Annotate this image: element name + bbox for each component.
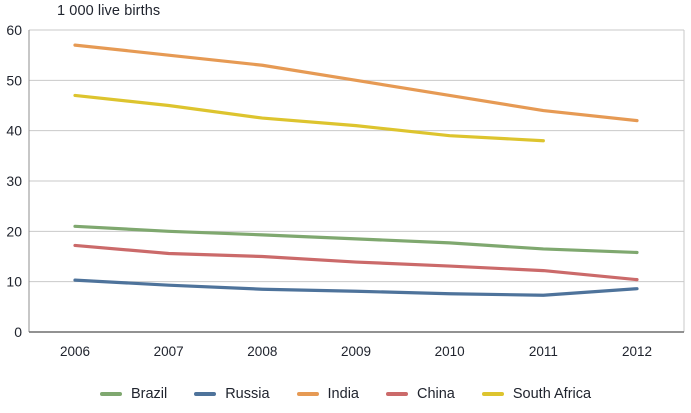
y-axis-label-50: 50 <box>6 72 22 88</box>
legend-label-south-africa: South Africa <box>512 386 592 402</box>
legend-label-brazil: Brazil <box>130 386 168 402</box>
legend-swatch-brazil <box>99 391 122 397</box>
y-axis-label-0: 0 <box>14 324 22 340</box>
series-line-india <box>73 43 639 123</box>
x-axis-label-2006: 2006 <box>60 344 90 359</box>
y-axis-label-40: 40 <box>6 123 22 139</box>
legend-label-china: China <box>416 386 455 402</box>
legend-label-india: India <box>327 386 359 402</box>
x-axis-label-2008: 2008 <box>247 344 277 359</box>
series-line-brazil <box>73 224 639 255</box>
legend-item-russia: Russia <box>194 386 270 402</box>
legend-item-india: India <box>296 386 359 402</box>
y-axis-label-30: 30 <box>6 173 22 189</box>
y-axis-label-20: 20 <box>6 223 22 239</box>
legend: Brazil Russia India China South Africa <box>0 386 691 402</box>
x-axis-label-2009: 2009 <box>341 344 371 359</box>
x-axis-label-2010: 2010 <box>435 344 465 359</box>
chart-title: 1 000 live births <box>57 3 161 19</box>
x-axis-label-2012: 2012 <box>622 344 652 359</box>
series-line-china <box>73 243 639 282</box>
series-line-russia <box>73 278 639 297</box>
y-axis-label-60: 60 <box>6 22 22 38</box>
legend-label-russia: Russia <box>225 386 270 402</box>
legend-swatch-india <box>296 391 319 397</box>
legend-item-china: China <box>385 386 455 402</box>
x-axis-label-2011: 2011 <box>529 344 558 359</box>
legend-item-brazil: Brazil <box>99 386 168 402</box>
x-axis-label-2007: 2007 <box>154 344 184 359</box>
series-line-south-africa <box>73 93 545 143</box>
legend-swatch-russia <box>194 391 217 397</box>
legend-swatch-china <box>385 391 408 397</box>
line-plot-canvas: 0 10 20 30 40 50 60 2006 2007 2008 2009 2010 2011 201… <box>6 22 685 359</box>
legend-swatch-south-africa <box>481 391 504 397</box>
y-axis-label-10: 10 <box>6 274 22 290</box>
legend-item-south-africa: South Africa <box>481 386 592 402</box>
